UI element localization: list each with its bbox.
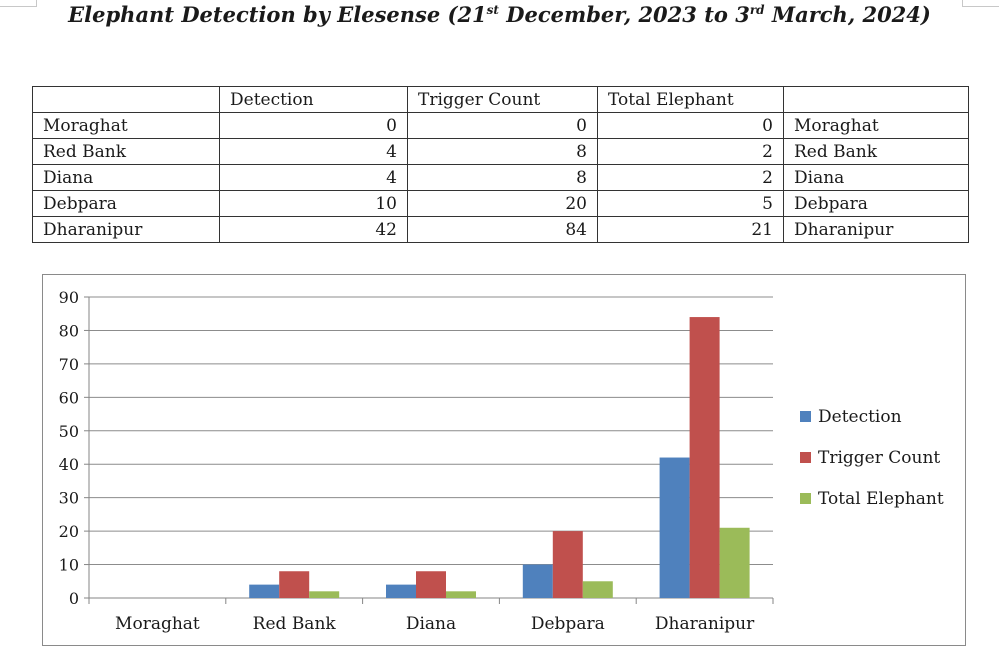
header-cell: Detection bbox=[219, 86, 408, 113]
total-elephant-cell: 5 bbox=[597, 190, 784, 217]
legend-label: Detection bbox=[818, 407, 902, 427]
title-sup-2: rd bbox=[749, 3, 765, 17]
bar-total-elephant bbox=[309, 591, 340, 598]
trigger-count-cell: 0 bbox=[407, 112, 598, 139]
y-tick-label: 50 bbox=[59, 422, 79, 441]
row-name-cell: Debpara bbox=[32, 190, 220, 217]
bar-total-elephant bbox=[582, 581, 613, 598]
page-title: Elephant Detection by Elesense (21st Dec… bbox=[0, 2, 999, 27]
y-tick-label: 40 bbox=[59, 455, 79, 474]
y-tick-label: 10 bbox=[59, 556, 79, 575]
title-text-3: March, 2024) bbox=[764, 2, 931, 27]
row-name-cell-right: Moraghat bbox=[783, 112, 969, 139]
detection-cell: 42 bbox=[219, 216, 408, 243]
x-category-label: Red Bank bbox=[253, 614, 337, 634]
x-category-label: Moraghat bbox=[115, 614, 200, 634]
trigger-count-cell: 8 bbox=[407, 138, 598, 165]
bar-trigger-count bbox=[279, 571, 310, 598]
bar-chart: 0 10 20 30 40 50 60 70 80 90 Moraghat Red Bank Diana… bbox=[59, 288, 944, 634]
trigger-count-cell: 84 bbox=[407, 216, 598, 243]
row-name-cell-right: Debpara bbox=[783, 190, 969, 217]
row-name-cell: Dharanipur bbox=[32, 216, 220, 243]
bar-trigger-count bbox=[416, 571, 446, 598]
page-corner-mark-right bbox=[962, 0, 999, 7]
header-cell: Total Elephant bbox=[597, 86, 784, 113]
title-text-2: December, 2023 to 3 bbox=[498, 2, 750, 27]
row-name-cell-right: Diana bbox=[783, 164, 969, 191]
row-name-cell: Diana bbox=[32, 164, 220, 191]
y-tick-label: 20 bbox=[59, 522, 79, 541]
bar-total-elephant bbox=[446, 591, 476, 598]
bar-detection bbox=[522, 564, 553, 598]
table-row: Moraghat 0 0 0 Moraghat bbox=[32, 112, 969, 139]
detection-cell: 4 bbox=[219, 164, 408, 191]
y-tick-label: 60 bbox=[59, 388, 79, 407]
trigger-count-cell: 20 bbox=[407, 190, 598, 217]
table-row: Red Bank 4 8 2 Red Bank bbox=[32, 138, 969, 165]
data-table: Detection Trigger Count Total Elephant M… bbox=[32, 86, 969, 243]
row-name-cell-right: Red Bank bbox=[783, 138, 969, 165]
legend-label: Total Elephant bbox=[818, 489, 944, 509]
header-cell bbox=[783, 86, 969, 113]
total-elephant-cell: 0 bbox=[597, 112, 784, 139]
table-row: Diana 4 8 2 Diana bbox=[32, 164, 969, 191]
legend-swatch bbox=[800, 493, 811, 504]
table-header-row: Detection Trigger Count Total Elephant bbox=[32, 86, 969, 113]
x-category-label: Dharanipur bbox=[655, 614, 755, 634]
detection-cell: 4 bbox=[219, 138, 408, 165]
row-name-cell-right: Dharanipur bbox=[783, 216, 969, 243]
legend-swatch bbox=[800, 411, 811, 422]
bar-total-elephant bbox=[719, 527, 750, 598]
y-tick-label: 80 bbox=[59, 321, 79, 340]
bar-detection bbox=[659, 457, 690, 598]
detection-cell: 10 bbox=[219, 190, 408, 217]
x-category-label: Debpara bbox=[531, 614, 605, 634]
title-text-1: Elephant Detection by Elesense (21 bbox=[68, 2, 487, 27]
total-elephant-cell: 2 bbox=[597, 138, 784, 165]
x-category-label: Diana bbox=[406, 614, 456, 634]
row-name-cell: Moraghat bbox=[32, 112, 220, 139]
row-name-cell: Red Bank bbox=[32, 138, 220, 165]
y-tick-label: 70 bbox=[59, 355, 79, 374]
legend-swatch bbox=[800, 452, 811, 463]
total-elephant-cell: 21 bbox=[597, 216, 784, 243]
detection-cell: 0 bbox=[219, 112, 408, 139]
header-cell bbox=[32, 86, 220, 113]
page-corner-mark-left bbox=[0, 0, 37, 7]
trigger-count-cell: 8 bbox=[407, 164, 598, 191]
bar-detection bbox=[249, 584, 280, 598]
chart-frame: 0 10 20 30 40 50 60 70 80 90 Moraghat Red Bank Diana… bbox=[42, 274, 966, 646]
table-row: Dharanipur 42 84 21 Dharanipur bbox=[32, 216, 969, 243]
bar-trigger-count bbox=[689, 317, 720, 598]
y-tick-label: 30 bbox=[59, 489, 79, 508]
bar-detection bbox=[386, 584, 416, 598]
title-sup-1: st bbox=[486, 3, 499, 17]
header-cell: Trigger Count bbox=[407, 86, 598, 113]
total-elephant-cell: 2 bbox=[597, 164, 784, 191]
y-tick-label: 90 bbox=[59, 288, 79, 307]
legend-label: Trigger Count bbox=[818, 448, 940, 468]
bar-trigger-count bbox=[552, 531, 583, 598]
y-tick-label: 0 bbox=[69, 589, 79, 608]
table-row: Debpara 10 20 5 Debpara bbox=[32, 190, 969, 217]
